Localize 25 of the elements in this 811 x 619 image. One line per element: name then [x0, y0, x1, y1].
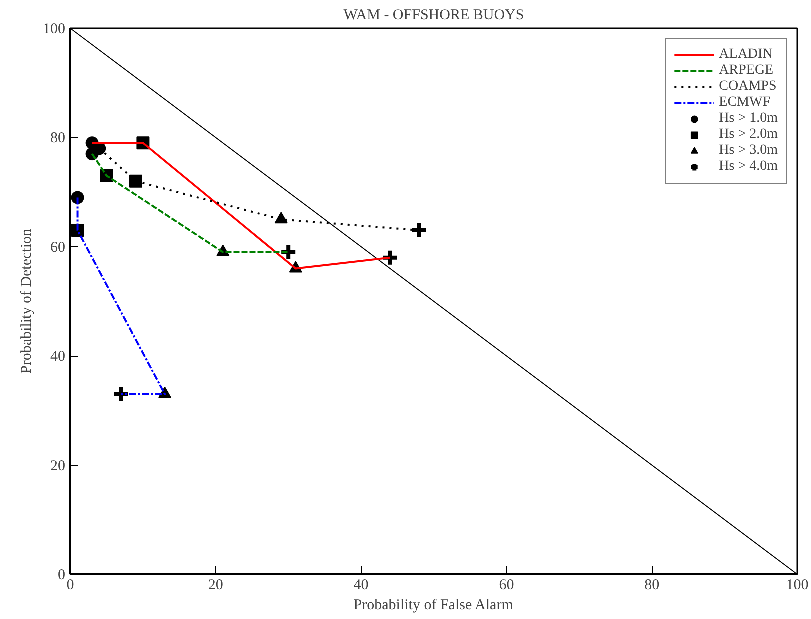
point: [112, 385, 130, 404]
x-tick-label: 20: [208, 578, 224, 594]
y-tick-label: 0: [58, 568, 66, 584]
point: [129, 174, 142, 188]
x-tick-label: 100: [786, 578, 809, 594]
point: [274, 212, 288, 224]
legend-label: ECMWF: [719, 95, 770, 111]
legend-label: Hs > 4.0m: [719, 159, 778, 175]
legend-label: COAMPS: [719, 79, 777, 95]
legend-label: Hs > 3.0m: [719, 143, 778, 159]
chart-title: WAM - OFFSHORE BUOYS: [344, 8, 524, 24]
y-tick-label: 60: [50, 240, 66, 256]
legend-label: ARPEGE: [719, 63, 774, 79]
x-tick-label: 60: [499, 578, 514, 594]
x-axis-title: Probability of False Alarm: [354, 598, 514, 614]
x-tick-label: 40: [354, 578, 369, 594]
y-tick-label: 100: [43, 22, 66, 38]
y-axis-title: Probability of Detection: [19, 228, 35, 374]
y-tick-label: 80: [50, 130, 66, 147]
legend-label: Hs > 1.0m: [719, 111, 778, 127]
legend-label: Hs > 2.0m: [719, 127, 778, 143]
y-tick-label: 20: [50, 458, 66, 474]
x-tick-label: 80: [644, 578, 660, 594]
y-tick-label: 40: [50, 349, 66, 366]
legend-label: ALADIN: [719, 47, 773, 63]
